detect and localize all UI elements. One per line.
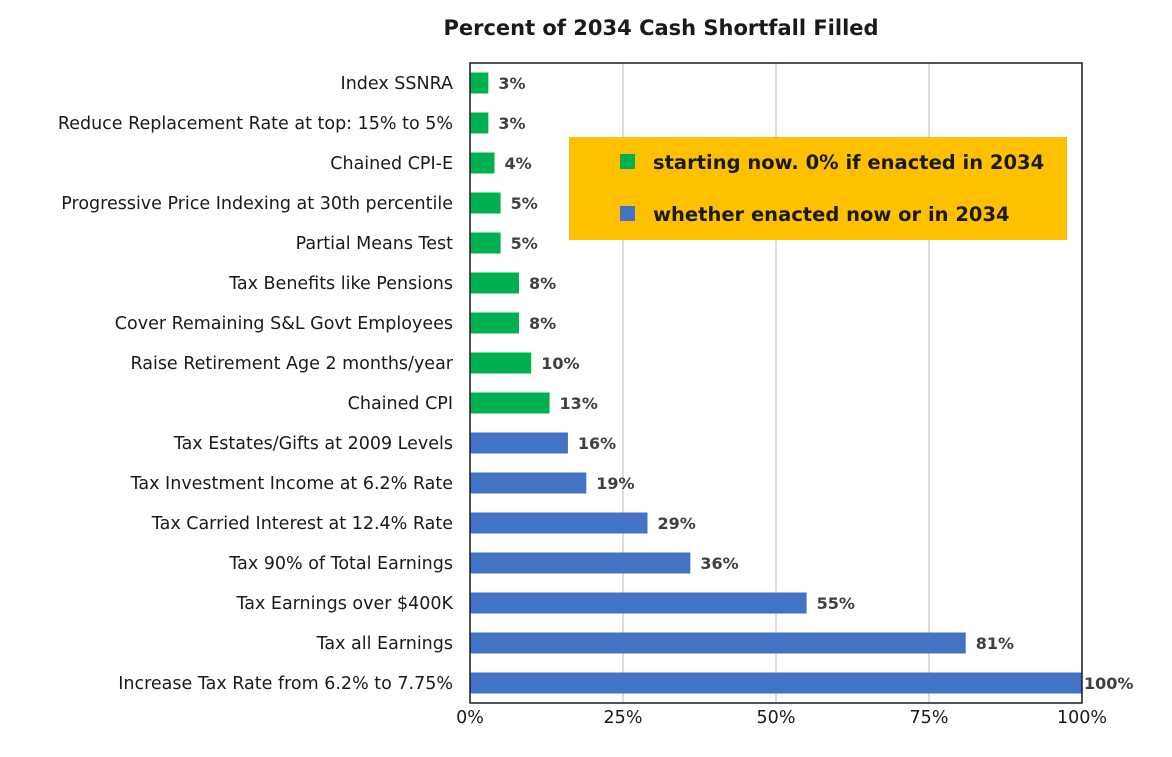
category-label: Cover Remaining S&L Govt Employees: [115, 314, 453, 334]
bar: [470, 512, 648, 534]
value-label: 5%: [511, 234, 538, 253]
value-label: 29%: [657, 514, 695, 533]
value-label: 36%: [700, 554, 738, 573]
value-label: 81%: [976, 634, 1014, 653]
bar: [470, 312, 519, 334]
bar: [470, 352, 532, 374]
bar: [470, 592, 807, 614]
x-tick-label: 0%: [456, 708, 484, 728]
category-label: Raise Retirement Age 2 months/year: [130, 354, 453, 374]
bar: [470, 152, 495, 174]
category-label: Tax Investment Income at 6.2% Rate: [130, 474, 453, 494]
x-tick-label: 100%: [1057, 708, 1107, 728]
value-label: 55%: [817, 594, 855, 613]
bar: [470, 112, 489, 134]
category-label: Tax Carried Interest at 12.4% Rate: [151, 514, 453, 534]
bar: [470, 232, 501, 254]
legend-background: [569, 137, 1067, 240]
category-label: Tax Benefits like Pensions: [228, 274, 453, 294]
chart-title: Percent of 2034 Cash Shortfall Filled: [443, 16, 878, 40]
value-label: 100%: [1084, 674, 1133, 693]
x-tick-label: 50%: [757, 708, 796, 728]
x-tick-label: 75%: [910, 708, 949, 728]
legend-swatch-blue: [620, 206, 635, 221]
value-label: 4%: [504, 154, 531, 173]
category-label: Reduce Replacement Rate at top: 15% to 5…: [58, 114, 453, 134]
legend-swatch-green: [620, 154, 635, 169]
bar: [470, 72, 489, 94]
category-label: Increase Tax Rate from 6.2% to 7.75%: [118, 674, 453, 694]
category-label: Tax 90% of Total Earnings: [228, 554, 453, 574]
category-label: Tax Earnings over $400K: [235, 594, 453, 614]
bar: [470, 552, 691, 574]
labels-layer: Index SSNRA 3% Reduce Replacement Rate at …: [58, 74, 1134, 694]
x-tick-label: 25%: [604, 708, 643, 728]
value-label: 13%: [560, 394, 598, 413]
value-label: 8%: [529, 274, 556, 293]
value-label: 3%: [498, 114, 525, 133]
legend-entry-blue: whether enacted now or in 2034: [653, 203, 1010, 226]
bar: [470, 392, 550, 414]
bar: [470, 192, 501, 214]
value-label: 8%: [529, 314, 556, 333]
ticks-layer: 0% 25% 50% 75% 100%: [456, 708, 1107, 728]
value-label: 3%: [498, 74, 525, 93]
plot-frame: [469, 62, 1083, 704]
category-label: Tax all Earnings: [316, 634, 453, 654]
value-label: 10%: [541, 354, 579, 373]
category-label: Progressive Price Indexing at 30th perce…: [61, 194, 453, 214]
bar: [470, 672, 1082, 694]
bar: [470, 472, 587, 494]
value-label: 5%: [511, 194, 538, 213]
category-label: Partial Means Test: [296, 234, 454, 254]
bar: [470, 432, 568, 454]
bars-layer: [470, 72, 1082, 694]
legend: starting now. 0% if enacted in 2034 whet…: [569, 137, 1067, 240]
value-label: 19%: [596, 474, 634, 493]
category-label: Chained CPI: [348, 394, 453, 414]
legend-entry-green: starting now. 0% if enacted in 2034: [653, 151, 1044, 174]
bar: [470, 632, 966, 654]
value-label: 16%: [578, 434, 616, 453]
category-label: Index SSNRA: [341, 74, 453, 94]
category-label: Chained CPI-E: [330, 154, 453, 174]
category-label: Tax Estates/Gifts at 2009 Levels: [173, 434, 453, 454]
bar: [470, 272, 519, 294]
